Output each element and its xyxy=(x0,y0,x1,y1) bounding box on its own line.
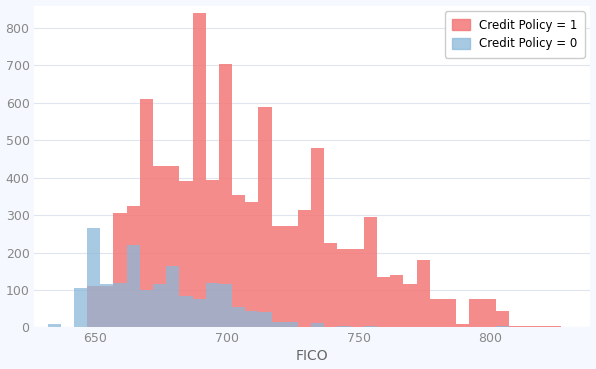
Bar xyxy=(259,313,272,327)
Bar xyxy=(337,249,350,327)
Bar xyxy=(126,245,140,327)
Bar xyxy=(548,325,561,327)
Bar xyxy=(285,226,298,327)
Bar xyxy=(311,148,324,327)
Bar xyxy=(496,311,509,327)
Bar xyxy=(364,217,377,327)
Bar xyxy=(113,213,126,327)
Bar xyxy=(350,249,364,327)
Bar xyxy=(272,226,285,327)
Bar xyxy=(364,325,377,327)
Bar xyxy=(509,325,522,327)
Bar xyxy=(285,322,298,327)
Bar xyxy=(87,228,100,327)
X-axis label: FICO: FICO xyxy=(296,349,329,363)
Bar xyxy=(179,296,193,327)
Bar xyxy=(179,182,193,327)
Bar xyxy=(140,99,153,327)
Bar xyxy=(311,323,324,327)
Bar xyxy=(219,284,232,327)
Bar xyxy=(100,284,113,327)
Bar xyxy=(166,266,179,327)
Bar xyxy=(126,206,140,327)
Bar xyxy=(390,275,403,327)
Bar xyxy=(298,210,311,327)
Bar xyxy=(232,194,245,327)
Bar xyxy=(272,322,285,327)
Bar xyxy=(443,299,456,327)
Bar xyxy=(166,166,179,327)
Bar xyxy=(337,325,350,327)
Bar xyxy=(456,324,469,327)
Bar xyxy=(87,286,100,327)
Bar xyxy=(259,107,272,327)
Bar xyxy=(535,325,548,327)
Bar xyxy=(206,180,219,327)
Bar xyxy=(100,286,113,327)
Bar xyxy=(74,288,87,327)
Bar xyxy=(496,325,509,327)
Bar xyxy=(403,284,417,327)
Bar xyxy=(140,290,153,327)
Bar xyxy=(206,283,219,327)
Bar xyxy=(469,299,482,327)
Bar xyxy=(245,202,259,327)
Bar xyxy=(245,311,259,327)
Bar xyxy=(153,284,166,327)
Bar xyxy=(417,260,430,327)
Bar xyxy=(232,307,245,327)
Bar xyxy=(324,243,337,327)
Legend: Credit Policy = 1, Credit Policy = 0: Credit Policy = 1, Credit Policy = 0 xyxy=(445,11,585,58)
Bar xyxy=(522,325,535,327)
Bar xyxy=(482,299,496,327)
Bar xyxy=(193,299,206,327)
Bar xyxy=(377,277,390,327)
Bar xyxy=(153,166,166,327)
Bar xyxy=(113,283,126,327)
Bar xyxy=(219,63,232,327)
Bar xyxy=(48,324,61,327)
Bar xyxy=(193,13,206,327)
Bar xyxy=(430,299,443,327)
